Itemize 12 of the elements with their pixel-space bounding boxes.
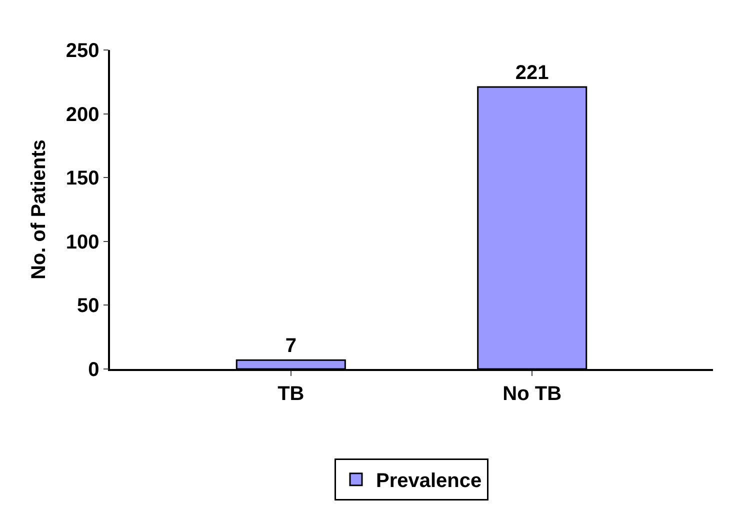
y-tick-label: 200 [66,104,100,126]
y-tick-label: 100 [66,231,100,254]
y-tick-label: 250 [66,40,100,62]
x-tick-label: TB [278,382,304,405]
data-label: 7 [285,335,296,358]
data-label: 221 [515,62,549,84]
legend-label: Prevalence [376,470,482,492]
y-tick-label: 0 [88,359,100,381]
y-tick-label: 50 [77,295,100,318]
y-tick-label: 150 [66,168,100,190]
y-axis-title: No. of Patients [28,139,50,280]
x-tick-label: No TB [502,382,562,405]
